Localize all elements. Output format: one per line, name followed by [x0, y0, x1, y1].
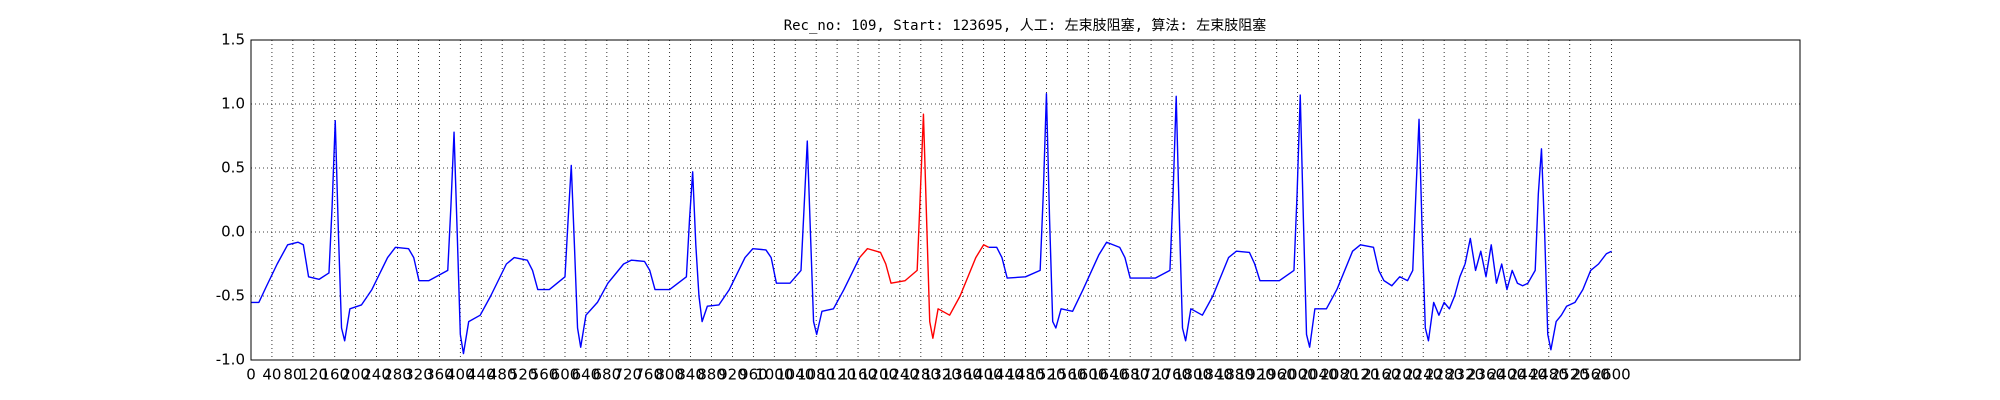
plot-frame — [250, 39, 1801, 361]
x-tick-label: 1840 — [1195, 366, 1233, 384]
x-tick-label: 0 — [246, 366, 256, 384]
x-tick-label: 1880 — [1216, 366, 1254, 384]
x-tick-label: 1560 — [1048, 366, 1086, 384]
x-tick-label: 1480 — [1006, 366, 1044, 384]
x-tick-label: 1360 — [944, 366, 982, 384]
x-tick-label: 400 — [446, 366, 475, 384]
y-tick-label: 0.0 — [221, 223, 245, 241]
x-tick-label: 2240 — [1404, 366, 1442, 384]
plot-lines — [251, 93, 1612, 355]
x-tick-label: 2480 — [1530, 366, 1568, 384]
x-tick-label: 40 — [262, 366, 281, 384]
y-tick-label: 1.0 — [221, 95, 245, 113]
x-tick-label: 160 — [320, 366, 349, 384]
x-tick-label: 920 — [718, 366, 747, 384]
x-tick-label: 2200 — [1383, 366, 1421, 384]
x-tick-label: 2320 — [1446, 366, 1484, 384]
x-tick-label: 800 — [655, 366, 684, 384]
x-tick-label: 2400 — [1488, 366, 1526, 384]
y-tick-label: 1.5 — [221, 31, 245, 49]
x-tick-label: 2120 — [1341, 366, 1379, 384]
y-tick-label: 0.5 — [221, 159, 245, 177]
x-tick-label: 1120 — [818, 366, 856, 384]
x-tick-label: 720 — [613, 366, 642, 384]
y-tick-label: -1.0 — [216, 351, 245, 369]
x-tick-label: 1000 — [755, 366, 793, 384]
x-tick-label: 960 — [739, 366, 768, 384]
signal-line — [859, 113, 990, 339]
x-tick-label: 1240 — [881, 366, 919, 384]
x-tick-label: 2600 — [1593, 366, 1631, 384]
x-tick-label: 480 — [488, 366, 517, 384]
x-tick-label: 1440 — [985, 366, 1023, 384]
x-tick-label: 1320 — [923, 366, 961, 384]
x-tick-label: 2560 — [1572, 366, 1610, 384]
x-tick-label: 1720 — [1132, 366, 1170, 384]
x-tick-label: 1760 — [1153, 366, 1191, 384]
grid — [250, 39, 1800, 361]
x-tick-label: 600 — [551, 366, 580, 384]
x-tick-label: 320 — [404, 366, 433, 384]
x-tick-label: 240 — [362, 366, 391, 384]
x-tick-label: 2000 — [1279, 366, 1317, 384]
x-tick-label: 2280 — [1425, 366, 1463, 384]
x-tick-label: 760 — [634, 366, 663, 384]
x-tick-label: 1920 — [1237, 366, 1275, 384]
x-tick-label: 680 — [593, 366, 622, 384]
x-tick-label: 520 — [509, 366, 538, 384]
signal-line — [251, 119, 861, 355]
x-tick-label: 440 — [467, 366, 496, 384]
x-tick-label: 1040 — [776, 366, 814, 384]
x-tick-label: 1640 — [1090, 366, 1128, 384]
x-tick-label: 1680 — [1111, 366, 1149, 384]
x-tick-label: 1160 — [839, 366, 877, 384]
x-tick-label: 2080 — [1320, 366, 1358, 384]
x-tick-label: 1800 — [1174, 366, 1212, 384]
x-tick-label: 1960 — [1258, 366, 1296, 384]
x-tick-label: 1600 — [1069, 366, 1107, 384]
x-tick-label: 840 — [676, 366, 705, 384]
signal-line — [988, 93, 1612, 351]
chart-title: Rec_no: 109, Start: 123695, 人工: 左束肢阻塞, 算… — [784, 17, 1267, 34]
x-tick-label: 280 — [383, 366, 412, 384]
x-tick-label: 880 — [697, 366, 726, 384]
x-tick-label: 560 — [530, 366, 559, 384]
x-tick-label: 2160 — [1362, 366, 1400, 384]
x-tick-label: 1080 — [797, 366, 835, 384]
x-tick-label: 1400 — [965, 366, 1003, 384]
x-tick-label: 1200 — [860, 366, 898, 384]
x-tick-label: 80 — [283, 366, 302, 384]
x-tick-label: 2040 — [1299, 366, 1337, 384]
x-tick-label: 1520 — [1027, 366, 1065, 384]
tick-labels: -1.0 -0.5 0.0 0.5 1.0 1.5 0 40 80120160200240280… — [216, 31, 1631, 384]
x-tick-label: 2360 — [1467, 366, 1505, 384]
x-tick-label: 120 — [299, 366, 328, 384]
x-tick-label: 2520 — [1551, 366, 1589, 384]
x-tick-label: 1280 — [902, 366, 940, 384]
y-tick-label: -0.5 — [216, 287, 245, 305]
x-tick-label: 640 — [572, 366, 601, 384]
x-tick-label: 360 — [425, 366, 454, 384]
x-tick-label: 200 — [341, 366, 370, 384]
x-tick-label: 2440 — [1509, 366, 1547, 384]
